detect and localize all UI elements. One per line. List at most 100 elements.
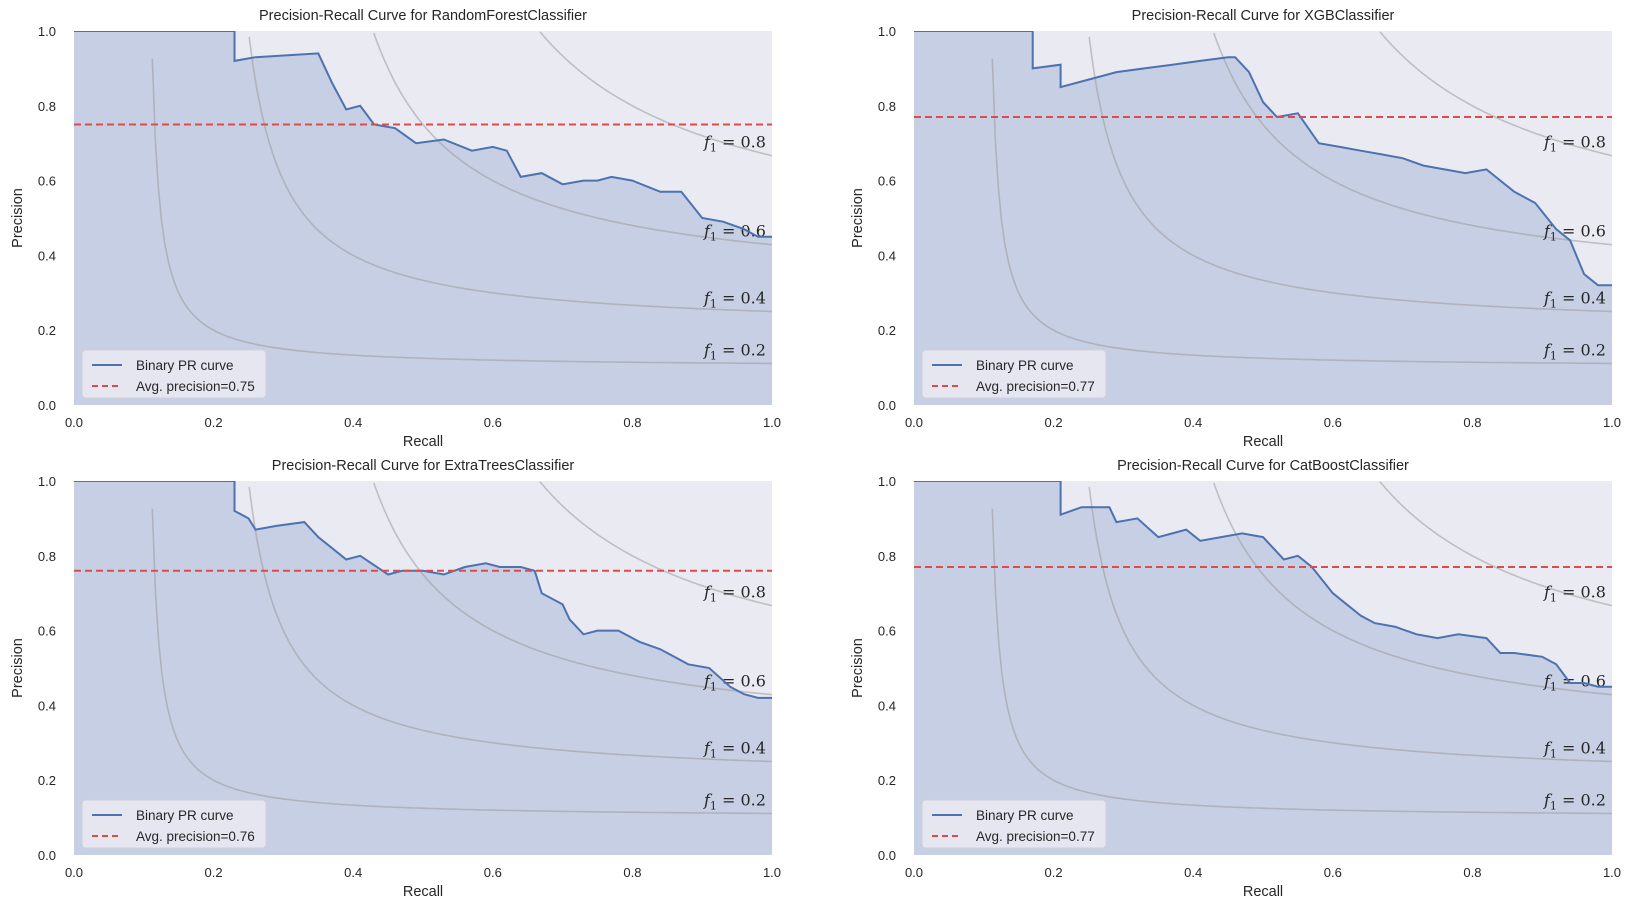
y-tick-label: 0.4 bbox=[38, 248, 56, 263]
plot-background bbox=[74, 31, 772, 405]
y-tick-label: 1.0 bbox=[878, 474, 896, 489]
x-axis-label: Recall bbox=[1243, 434, 1283, 450]
iso-f1-curve bbox=[373, 482, 772, 696]
y-tick-label: 0.2 bbox=[878, 773, 896, 788]
pr-curve-area bbox=[74, 481, 772, 855]
pr-curve-area bbox=[914, 31, 1612, 405]
iso-f1-label: f1 = 0.4 bbox=[703, 288, 766, 310]
iso-f1-label: f1 = 0.4 bbox=[703, 738, 766, 760]
x-tick-label: 0.4 bbox=[344, 865, 362, 880]
pr-curve-line bbox=[74, 481, 772, 699]
x-tick-label: 1.0 bbox=[763, 415, 781, 430]
iso-f1-curve bbox=[1088, 486, 1612, 763]
y-tick-label: 0.8 bbox=[878, 549, 896, 564]
iso-f1-label: f1 = 0.6 bbox=[1543, 222, 1606, 244]
iso-f1-curve bbox=[539, 31, 772, 157]
plot-background bbox=[914, 31, 1612, 405]
legend-pr-label: Binary PR curve bbox=[136, 808, 234, 823]
legend-ap-label: Avg. precision=0.77 bbox=[976, 829, 1095, 844]
y-tick-label: 0.0 bbox=[878, 848, 896, 863]
y-axis-label: Precision bbox=[850, 638, 866, 698]
iso-f1-label: f1 = 0.2 bbox=[703, 790, 766, 812]
x-tick-label: 0.6 bbox=[484, 865, 502, 880]
x-tick-label: 0.2 bbox=[1045, 865, 1063, 880]
x-tick-label: 1.0 bbox=[1603, 865, 1621, 880]
pr-curve-line bbox=[914, 481, 1612, 688]
y-tick-label: 0.8 bbox=[38, 549, 56, 564]
plot-background bbox=[74, 481, 772, 855]
y-tick-label: 0.2 bbox=[38, 773, 56, 788]
x-axis-label: Recall bbox=[1243, 884, 1283, 900]
chart-title: Precision-Recall Curve for RandomForestC… bbox=[259, 8, 587, 24]
x-tick-label: 1.0 bbox=[763, 865, 781, 880]
iso-f1-label: f1 = 0.8 bbox=[1543, 583, 1606, 605]
iso-f1-label: f1 = 0.8 bbox=[703, 133, 766, 155]
iso-f1-curve bbox=[991, 508, 1612, 815]
pr-curve-line bbox=[914, 31, 1612, 287]
y-tick-label: 0.0 bbox=[38, 848, 56, 863]
iso-f1-curve bbox=[1088, 36, 1612, 313]
y-tick-label: 0.8 bbox=[38, 99, 56, 114]
iso-f1-curve bbox=[248, 36, 772, 313]
iso-f1-curve bbox=[373, 32, 772, 246]
x-tick-label: 0.8 bbox=[623, 415, 641, 430]
y-tick-label: 0.2 bbox=[878, 323, 896, 338]
iso-f1-label: f1 = 0.8 bbox=[1543, 133, 1606, 155]
iso-f1-label: f1 = 0.8 bbox=[703, 583, 766, 605]
iso-f1-label: f1 = 0.4 bbox=[1543, 738, 1606, 760]
x-tick-label: 0.2 bbox=[205, 415, 223, 430]
x-axis-label: Recall bbox=[403, 434, 443, 450]
x-tick-label: 0.2 bbox=[205, 865, 223, 880]
x-tick-label: 0.4 bbox=[1184, 415, 1202, 430]
y-tick-label: 0.4 bbox=[38, 698, 56, 713]
x-tick-label: 0.4 bbox=[344, 415, 362, 430]
x-tick-label: 0.6 bbox=[1324, 415, 1342, 430]
y-tick-label: 0.6 bbox=[38, 174, 56, 189]
pr-curve-area bbox=[914, 481, 1612, 855]
x-tick-label: 0.6 bbox=[484, 415, 502, 430]
y-tick-label: 1.0 bbox=[878, 24, 896, 39]
legend-pr-label: Binary PR curve bbox=[976, 808, 1074, 823]
y-tick-label: 0.8 bbox=[878, 99, 896, 114]
y-tick-label: 0.6 bbox=[38, 624, 56, 639]
y-tick-label: 1.0 bbox=[38, 24, 56, 39]
y-tick-label: 0.2 bbox=[38, 323, 56, 338]
y-tick-label: 0.4 bbox=[878, 698, 896, 713]
plot-background bbox=[914, 481, 1612, 855]
iso-f1-curve bbox=[1379, 31, 1612, 157]
legend-pr-label: Binary PR curve bbox=[136, 358, 234, 373]
y-tick-label: 1.0 bbox=[38, 474, 56, 489]
chart-title: Precision-Recall Curve for ExtraTreesCla… bbox=[272, 458, 575, 474]
legend-box bbox=[921, 349, 1107, 399]
chart-panel-3: f1 = 0.2f1 = 0.4f1 = 0.6f1 = 0.80.0 0.2 0.… bbox=[10, 458, 781, 900]
iso-f1-curve bbox=[248, 486, 772, 763]
iso-f1-curve bbox=[1213, 32, 1612, 246]
x-tick-label: 0.4 bbox=[1184, 865, 1202, 880]
iso-f1-curve bbox=[539, 481, 772, 607]
y-tick-label: 0.6 bbox=[878, 624, 896, 639]
iso-f1-curve bbox=[1379, 481, 1612, 607]
iso-f1-label: f1 = 0.2 bbox=[1543, 340, 1606, 362]
iso-f1-label: f1 = 0.2 bbox=[1543, 790, 1606, 812]
chart-title: Precision-Recall Curve for XGBClassifier bbox=[1132, 8, 1395, 24]
y-axis-label: Precision bbox=[10, 188, 26, 248]
y-axis-label: Precision bbox=[850, 188, 866, 248]
x-tick-label: 0.8 bbox=[1463, 865, 1481, 880]
iso-f1-label: f1 = 0.2 bbox=[703, 340, 766, 362]
x-tick-label: 0.0 bbox=[905, 415, 923, 430]
x-tick-label: 0.2 bbox=[1045, 415, 1063, 430]
chart-panel-1: f1 = 0.2 f1 = 0.4 f1 = 0.6 f1 = 0.8 0.0 0.2 0.… bbox=[10, 8, 781, 450]
x-tick-label: 0.8 bbox=[1463, 415, 1481, 430]
chart-title: Precision-Recall Curve for CatBoostClass… bbox=[1117, 458, 1409, 474]
y-axis-label: Precision bbox=[10, 638, 26, 698]
pr-curve-area bbox=[74, 31, 772, 405]
legend-box bbox=[81, 349, 267, 399]
legend-box bbox=[921, 799, 1107, 849]
iso-f1-label: f1 = 0.4 bbox=[1543, 288, 1606, 310]
pr-curve-line bbox=[74, 31, 772, 238]
x-tick-label: 0.0 bbox=[905, 865, 923, 880]
legend-box bbox=[81, 799, 267, 849]
y-tick-label: 0.4 bbox=[878, 248, 896, 263]
x-tick-label: 0.8 bbox=[623, 865, 641, 880]
y-tick-label: 0.6 bbox=[878, 174, 896, 189]
